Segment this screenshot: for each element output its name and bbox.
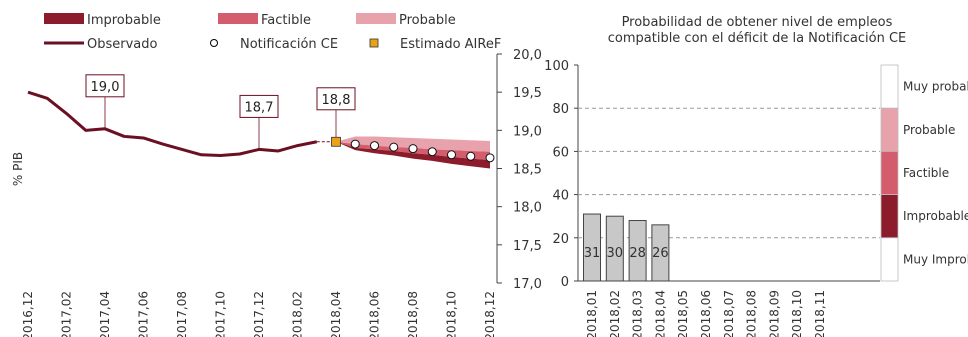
right-x-tick-label: 2018,11 (813, 290, 827, 337)
scale-segment-factible (880, 150, 899, 195)
legend-marker-notificacion (210, 39, 218, 47)
left-x-tick-label: 2017,10 (214, 291, 228, 337)
callout-label: 18,7 (245, 100, 274, 115)
right-y-tick-label: 60 (552, 145, 569, 160)
marker-notificacion-ce (427, 147, 437, 157)
legend-label-notificacion: Notificación CE (240, 37, 338, 52)
left-y-axis: 17,0 17,5 18,0 18,5 19,0 19,5 20,0 (496, 48, 542, 292)
callout-box (85, 74, 125, 98)
bar-2018-01 (583, 213, 601, 282)
right-chart-title-line: compatible con el déficit de la Notifica… (608, 31, 907, 46)
left-x-tick-label: 2017,06 (137, 291, 151, 337)
marker-notificacion-ce (408, 144, 418, 154)
right-y-tick-label: 20 (552, 232, 569, 247)
scale-label: Muy probable (903, 80, 968, 94)
marker-notificacion-ce (485, 153, 495, 163)
scale-segment-improbable (880, 194, 899, 239)
left-y-axis-label: % PIB (11, 152, 25, 186)
right-x-tick-label: 2018,04 (653, 290, 667, 337)
legend-label-factible: Factible (261, 13, 311, 28)
bar-2018-03 (628, 220, 647, 282)
left-y-tick-label: 19,5 (513, 86, 542, 101)
marker-notificacion-ce (466, 151, 476, 161)
legend-label-estimado: Estimado AIReF (400, 37, 501, 52)
band-probable (336, 136, 490, 152)
callout-box (316, 87, 356, 111)
left-y-tick-label: 17,5 (513, 239, 542, 254)
right-x-tick-label: 2018,09 (767, 290, 781, 337)
left-y-tick-label: 18,5 (513, 163, 542, 178)
right-y-tick-label: 0 (561, 275, 569, 290)
band-improbable (336, 141, 490, 169)
callout-label: 19,0 (91, 80, 120, 95)
probability-bar-chart: Probabilidad de obtener nivel de empleos… (544, 15, 968, 337)
right-x-tick-label: 2018,06 (699, 290, 713, 337)
right-x-tick-label: 2018,10 (790, 290, 804, 337)
left-x-tick-label: 2017,12 (252, 291, 266, 337)
left-x-tick-label: 2018,10 (445, 291, 459, 337)
left-x-tick-label: 2018,06 (368, 291, 382, 337)
legend-label-probable: Probable (399, 13, 456, 28)
left-x-tick-label: 2017,08 (175, 291, 189, 337)
legend-swatch-factible (218, 13, 258, 24)
marker-estimado-airef (331, 136, 341, 147)
bar-data-label: 30 (607, 246, 624, 261)
callout-box (239, 94, 279, 118)
legend-swatch-improbable (44, 13, 84, 24)
right-x-tick-label: 2018,07 (722, 290, 736, 337)
scale-segment-probable (880, 107, 899, 152)
right-x-tick-label: 2018,01 (585, 290, 599, 337)
left-y-tick-label: 18,0 (513, 201, 542, 216)
right-y-tick-label: 80 (552, 102, 569, 117)
marker-notificacion-ce (389, 142, 399, 152)
right-chart-title-line: Probabilidad de obtener nivel de empleos (622, 15, 893, 30)
legend-marker-estimado (369, 38, 379, 48)
bar-data-label: 31 (584, 246, 601, 261)
right-x-tick-label: 2018,03 (631, 290, 645, 337)
bar-2018-02 (605, 215, 624, 282)
bar-data-label: 28 (629, 246, 646, 261)
marker-notificacion-ce (370, 141, 379, 151)
left-x-tick-label: 2018,02 (291, 291, 305, 337)
right-y-tick-label: 100 (544, 59, 569, 74)
right-y-tick-label: 40 (552, 189, 569, 204)
left-y-tick-label: 20,0 (513, 48, 542, 63)
marker-notificacion-ce (350, 139, 360, 149)
callout-label: 18,8 (322, 93, 351, 108)
left-y-tick-label: 19,0 (513, 124, 542, 139)
left-x-axis: 2016,12 2017,02 2017,04 2017,06 2017,08 2017,… (21, 291, 497, 337)
bar-2018-04 (651, 224, 670, 282)
fan-chart: Improbable Factible Probable Observado Notif… (11, 13, 542, 337)
left-y-tick-label: 17,0 (513, 277, 542, 292)
marker-notificacion-ce (447, 150, 456, 160)
scale-label: Probable (903, 123, 955, 137)
legend-swatch-probable (356, 13, 396, 24)
right-x-tick-label: 2018,05 (676, 290, 690, 337)
legend: Improbable Factible Probable Observado Notif… (44, 13, 501, 52)
legend-label-improbable: Improbable (87, 13, 161, 28)
scale-label: Muy Improbable (903, 252, 968, 266)
scale-segment-muy-improbable (880, 237, 899, 282)
left-x-tick-label: 2018,04 (329, 291, 343, 337)
scale-label: Improbable (903, 209, 968, 223)
scale-segment-muy-probable (880, 64, 899, 109)
bar-data-label: 26 (652, 246, 669, 261)
left-x-tick-label: 2018,12 (483, 291, 497, 337)
legend-label-observed: Observado (87, 37, 158, 52)
left-x-tick-label: 2018,08 (406, 291, 420, 337)
left-x-tick-label: 2016,12 (21, 291, 35, 337)
left-x-tick-label: 2017,04 (98, 291, 112, 337)
scale-label: Factible (903, 166, 949, 180)
left-x-tick-label: 2017,02 (60, 291, 74, 337)
right-x-tick-label: 2018,02 (608, 290, 622, 337)
series-observado (27, 90, 318, 158)
right-x-tick-label: 2018,08 (745, 290, 759, 337)
